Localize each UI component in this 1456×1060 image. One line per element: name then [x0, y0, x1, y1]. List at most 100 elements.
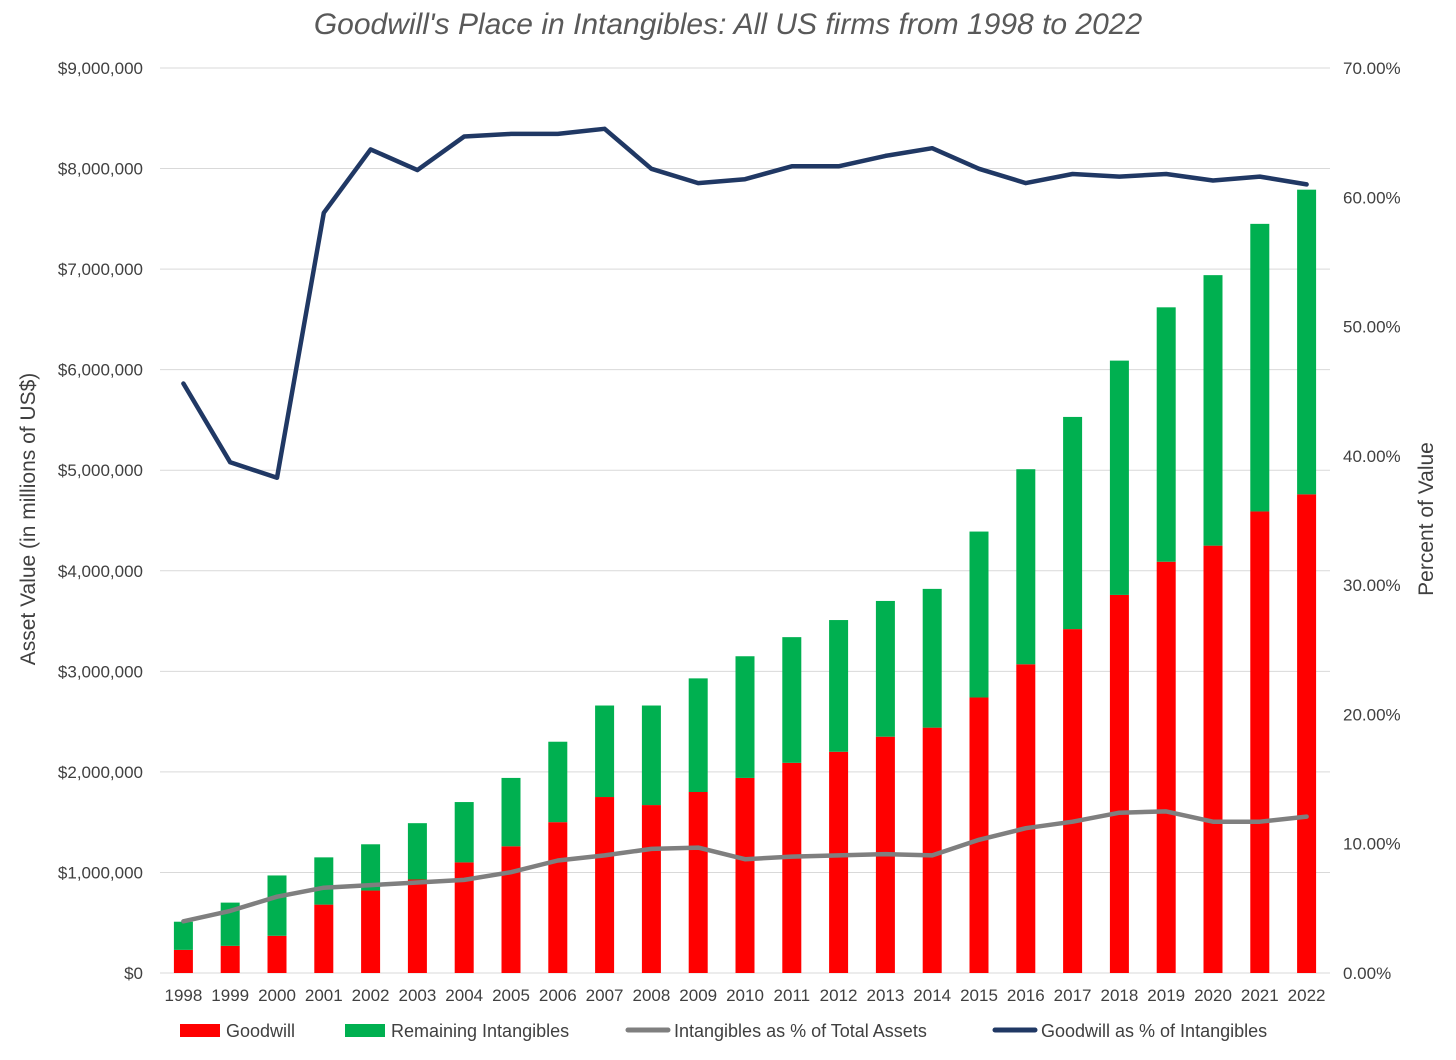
x-tick-label: 2014	[913, 986, 951, 1005]
bar-goodwill	[1203, 545, 1223, 973]
bar-remaining-intangibles	[548, 741, 568, 823]
bar-goodwill	[1156, 561, 1176, 973]
bar-goodwill	[1297, 494, 1317, 973]
y2-tick-label: 30.00%	[1343, 576, 1401, 595]
y2-tick-label: 10.00%	[1343, 835, 1401, 854]
bar-remaining-intangibles	[1156, 307, 1176, 562]
bar-remaining-intangibles	[1016, 469, 1036, 665]
bar-goodwill	[267, 935, 287, 973]
y-tick-label: $5,000,000	[58, 461, 143, 480]
bar-goodwill	[969, 697, 989, 973]
y-tick-label: $0	[124, 964, 143, 983]
bar-goodwill	[173, 949, 193, 973]
bar-remaining-intangibles	[501, 777, 521, 847]
y-tick-label: $2,000,000	[58, 763, 143, 782]
line-intangibles-as-of-total-assets	[181, 809, 1309, 924]
y2-tick-label: 50.00%	[1343, 318, 1401, 337]
bar-remaining-intangibles	[875, 600, 895, 737]
bar-remaining-intangibles	[1203, 275, 1223, 546]
legend-swatch	[345, 1024, 385, 1037]
bar-goodwill	[641, 805, 661, 973]
bar-remaining-intangibles	[688, 678, 708, 792]
x-tick-label: 2008	[632, 986, 670, 1005]
y2-tick-label: 60.00%	[1343, 188, 1401, 207]
legend-label: Remaining Intangibles	[391, 1021, 569, 1041]
bar-remaining-intangibles	[829, 620, 849, 752]
y2-tick-label: 70.00%	[1343, 59, 1401, 78]
bar-remaining-intangibles	[1109, 360, 1129, 595]
x-tick-label: 2006	[539, 986, 577, 1005]
bar-goodwill	[220, 945, 240, 973]
y-tick-label: $9,000,000	[58, 59, 143, 78]
bar-goodwill	[688, 792, 708, 973]
bar-remaining-intangibles	[407, 823, 427, 880]
x-tick-label: 2021	[1241, 986, 1279, 1005]
x-tick-label: 2010	[726, 986, 764, 1005]
left-axis-ticks: $0 $1,000,000 $2,000,000 $3,000,000 $4,000,0…	[58, 59, 143, 983]
bar-goodwill	[782, 762, 802, 973]
gridlines	[160, 67, 1330, 974]
x-tick-label: 2019	[1147, 986, 1185, 1005]
bar-remaining-intangibles	[782, 637, 802, 763]
bar-goodwill	[454, 862, 474, 973]
chart-title: Goodwill's Place in Intangibles: All US …	[314, 8, 1143, 41]
y-tick-label: $1,000,000	[58, 863, 143, 882]
x-tick-label: 2018	[1100, 986, 1138, 1005]
bar-remaining-intangibles	[1297, 189, 1317, 495]
x-tick-label: 2020	[1194, 986, 1232, 1005]
bar-series	[173, 189, 1317, 973]
legend-label: Goodwill	[226, 1021, 295, 1041]
bar-remaining-intangibles	[595, 705, 615, 798]
bar-goodwill	[314, 904, 334, 973]
x-tick-label: 2012	[820, 986, 858, 1005]
x-tick-label: 2004	[445, 986, 483, 1005]
y-tick-label: $3,000,000	[58, 662, 143, 681]
bar-goodwill	[407, 879, 427, 973]
x-tick-label: 2000	[258, 986, 296, 1005]
bar-remaining-intangibles	[641, 705, 661, 806]
x-axis-ticks: 1998 1999 2000 2001 2002 2003 2004 2005 2006 2007…	[164, 986, 1325, 1005]
line-goodwill-as-of-intangibles	[181, 126, 1309, 481]
bar-goodwill	[735, 777, 755, 973]
x-tick-label: 2015	[960, 986, 998, 1005]
y2-tick-label: 40.00%	[1343, 447, 1401, 466]
x-tick-label: 1999	[211, 986, 249, 1005]
y-tick-label: $8,000,000	[58, 160, 143, 179]
legend-label: Intangibles as % of Total Assets	[674, 1021, 927, 1041]
y2-tick-label: 0.00%	[1343, 964, 1391, 983]
legend-swatch	[180, 1024, 220, 1037]
y-tick-label: $4,000,000	[58, 562, 143, 581]
chart-legend: Goodwill Remaining Intangibles Intangibles…	[180, 1021, 1267, 1041]
bar-goodwill	[829, 751, 849, 973]
x-tick-label: 2022	[1288, 986, 1326, 1005]
y-tick-label: $6,000,000	[58, 361, 143, 380]
x-tick-label: 2002	[352, 986, 390, 1005]
x-tick-label: 2013	[866, 986, 904, 1005]
bar-goodwill	[595, 797, 615, 973]
bar-remaining-intangibles	[173, 921, 193, 950]
x-tick-label: 2007	[586, 986, 624, 1005]
x-tick-label: 2001	[305, 986, 343, 1005]
bar-remaining-intangibles	[922, 588, 942, 728]
x-tick-label: 2003	[398, 986, 436, 1005]
bar-goodwill	[1109, 594, 1129, 973]
bar-goodwill	[1063, 629, 1083, 973]
bar-goodwill	[1016, 664, 1036, 973]
bar-goodwill	[501, 846, 521, 973]
bar-goodwill	[548, 822, 568, 973]
x-tick-label: 1998	[164, 986, 202, 1005]
bar-remaining-intangibles	[361, 844, 381, 891]
y-tick-label: $7,000,000	[58, 260, 143, 279]
left-axis-title: Asset Value (in millions of US$)	[17, 373, 40, 666]
y2-tick-label: 20.00%	[1343, 705, 1401, 724]
bar-remaining-intangibles	[1063, 416, 1083, 630]
bar-goodwill	[361, 890, 381, 973]
legend-label: Goodwill as % of Intangibles	[1041, 1021, 1267, 1041]
bar-goodwill	[1250, 511, 1270, 973]
x-tick-label: 2011	[774, 986, 811, 1005]
x-tick-label: 2005	[492, 986, 530, 1005]
x-tick-label: 2009	[679, 986, 717, 1005]
bar-goodwill	[922, 727, 942, 973]
